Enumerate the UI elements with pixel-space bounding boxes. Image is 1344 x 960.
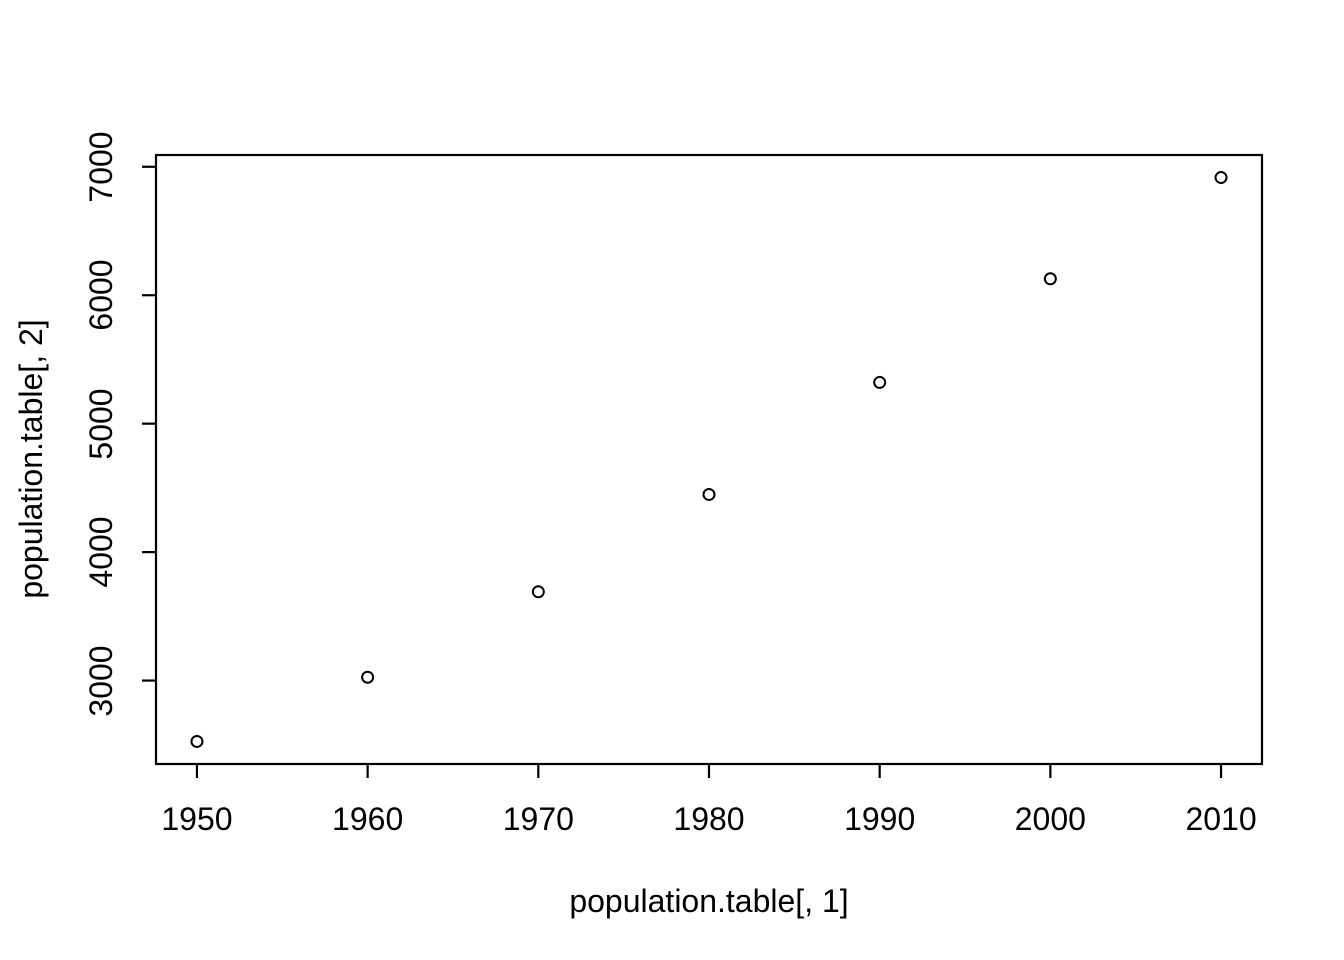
data-point-1960 (361, 670, 375, 684)
x-tick-label-2000: 2000 (1014, 801, 1086, 837)
x-tick-label-1970: 1970 (502, 801, 574, 837)
y-tick-label-6000: 6000 (83, 259, 119, 331)
x-tick-label-1950: 1950 (161, 801, 233, 837)
data-point-1970 (531, 585, 545, 599)
data-point-1980 (702, 487, 716, 501)
x-axis-title: population.table[, 1] (569, 883, 849, 919)
x-tick-label-1960: 1960 (332, 801, 404, 837)
y-tick-label-4000: 4000 (83, 516, 119, 588)
y-axis-title: population.table[, 2] (13, 319, 49, 599)
data-point-2010 (1214, 171, 1228, 185)
x-tick-label-1990: 1990 (844, 801, 916, 837)
x-tick-label-2010: 2010 (1185, 801, 1257, 837)
y-tick-label-3000: 3000 (83, 644, 119, 717)
y-tick-label-7000: 7000 (83, 131, 119, 203)
plot-box (154, 153, 1264, 766)
data-point-1950 (190, 734, 204, 748)
data-point-2000 (1043, 272, 1057, 286)
data-point-1990 (873, 375, 887, 389)
y-tick-label-5000: 5000 (83, 388, 119, 460)
x-tick-label-1980: 1980 (673, 801, 745, 837)
